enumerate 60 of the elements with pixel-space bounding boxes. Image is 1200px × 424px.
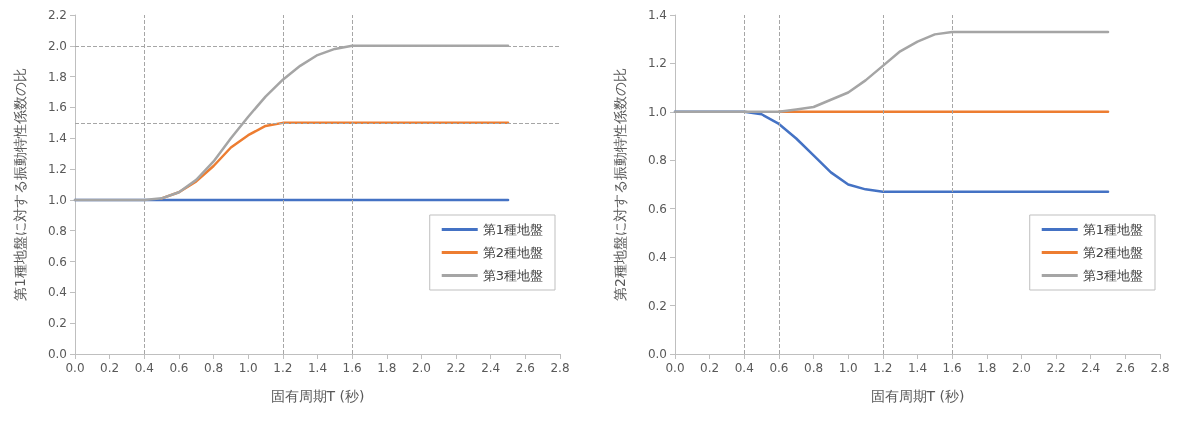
x-axis-title: 固有周期T (秒) (870, 388, 965, 404)
y-tick-label: 0.2 (47, 316, 67, 331)
legend-label: 第2種地盤 (1082, 245, 1144, 260)
x-tick-label: 2.4 (1081, 361, 1101, 375)
x-axis-title: 固有周期T (秒) (270, 388, 365, 404)
x-tick-label: 1.8 (377, 361, 397, 375)
x-tick-label: 1.6 (942, 361, 962, 375)
x-tick-label: 0.8 (804, 361, 824, 375)
x-tick-label: 2.0 (1011, 361, 1031, 375)
y-tick-label: 1.0 (647, 104, 667, 119)
y-tick-label: 0.0 (647, 347, 667, 361)
y-tick-label: 1.2 (647, 56, 667, 71)
y-axis-title: 第1種地盤に対する振動特性係数の比 (12, 68, 28, 301)
y-tick-label: 0.0 (47, 347, 67, 361)
x-tick-label: 1.0 (238, 361, 258, 375)
x-tick-label: 0.2 (100, 361, 120, 375)
y-tick-label: 0.6 (647, 201, 667, 216)
x-tick-label: 0.6 (169, 361, 189, 375)
y-tick-label: 0.8 (47, 223, 67, 238)
x-tick-label: 2.4 (481, 361, 501, 375)
x-tick-label: 1.2 (273, 361, 293, 375)
y-tick-label: 2.2 (47, 8, 67, 22)
x-tick-label: 0.4 (734, 361, 754, 375)
x-tick-label: 0.8 (204, 361, 224, 375)
x-tick-label: 2.6 (1115, 361, 1135, 375)
y-tick-label: 0.6 (47, 254, 67, 269)
x-tick-label: 2.0 (411, 361, 431, 375)
y-tick-label: 1.4 (647, 8, 667, 22)
x-tick-label: 0.4 (134, 361, 154, 375)
x-tick-label: 2.8 (1150, 361, 1170, 375)
y-tick-label: 2.0 (47, 38, 67, 53)
x-tick-label: 0.6 (769, 361, 789, 375)
x-tick-label: 0.0 (65, 361, 85, 375)
y-tick-label: 0.8 (647, 153, 667, 168)
legend-label: 第1種地盤 (1082, 222, 1144, 237)
x-tick-label: 0.2 (700, 361, 720, 375)
x-tick-label: 0.0 (665, 361, 685, 375)
x-tick-label: 2.2 (446, 361, 466, 375)
y-tick-label: 1.4 (47, 131, 67, 146)
legend-label: 第1種地盤 (482, 222, 544, 237)
y-axis-title: 第2種地盤に対する振動特性係数の比 (612, 68, 628, 301)
legend-label: 第3種地盤 (482, 268, 544, 283)
x-tick-label: 1.8 (977, 361, 997, 375)
y-tick-label: 1.0 (47, 192, 67, 207)
x-tick-label: 2.8 (550, 361, 570, 375)
x-tick-label: 2.6 (515, 361, 535, 375)
legend-label: 第2種地盤 (482, 245, 544, 260)
y-tick-label: 0.2 (647, 298, 667, 313)
x-tick-label: 1.4 (307, 361, 328, 375)
y-tick-label: 1.2 (47, 162, 67, 177)
y-tick-label: 1.6 (47, 100, 67, 115)
x-tick-label: 1.2 (873, 361, 893, 375)
x-tick-label: 1.4 (907, 361, 928, 375)
y-tick-label: 0.4 (47, 285, 67, 300)
x-tick-label: 2.2 (1046, 361, 1066, 375)
y-tick-label: 0.4 (647, 250, 667, 265)
x-tick-label: 1.0 (838, 361, 858, 375)
y-tick-label: 1.8 (47, 69, 67, 84)
legend-label: 第3種地盤 (1082, 268, 1144, 283)
x-tick-label: 1.6 (342, 361, 362, 375)
